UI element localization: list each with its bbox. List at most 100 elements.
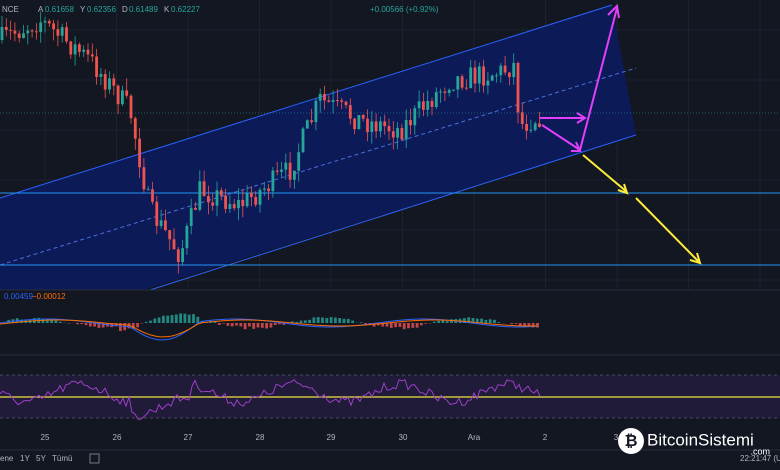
macd-bar — [179, 313, 182, 323]
channel-mid — [0, 67, 637, 266]
macd-bar — [471, 317, 475, 323]
candle — [146, 189, 150, 191]
macd-bar — [527, 323, 531, 327]
candle — [22, 33, 25, 39]
candle — [508, 72, 511, 78]
macd-bar — [50, 319, 53, 323]
candle — [413, 108, 417, 126]
macd-bar — [45, 319, 49, 323]
candle — [520, 112, 524, 124]
macd-bar — [153, 318, 157, 323]
candle — [443, 91, 447, 93]
macd-bar — [510, 323, 514, 325]
macd-value: −0.00012 — [32, 292, 66, 301]
macd-value: 0.00459 — [4, 292, 33, 301]
macd-bar — [308, 319, 311, 323]
candle — [125, 90, 129, 96]
macd-bar — [303, 320, 307, 323]
arrow-head — [689, 252, 702, 265]
macd-bar — [493, 319, 496, 323]
macd-bar — [432, 321, 436, 323]
macd-bar — [170, 314, 174, 323]
candle — [95, 56, 98, 77]
macd-bar — [239, 323, 243, 327]
macd-bar — [437, 320, 440, 323]
macd-bar — [312, 317, 316, 323]
macd-bar — [273, 323, 277, 326]
macd-bar — [407, 323, 410, 329]
candle — [391, 131, 395, 138]
macd-bar — [536, 323, 539, 328]
macd-bar — [157, 317, 161, 323]
ohlc-value: 0.62356 — [87, 5, 116, 14]
candle — [224, 195, 227, 209]
candle — [469, 67, 473, 89]
candle — [533, 123, 537, 130]
macd-bar — [162, 315, 165, 323]
logo-glyph: ₿ — [624, 432, 637, 450]
candle — [69, 41, 73, 55]
macd-bar — [265, 323, 268, 329]
candle — [86, 49, 90, 55]
candle — [185, 225, 189, 249]
candle — [361, 114, 365, 119]
range-button[interactable]: 1Y — [20, 454, 30, 463]
macd-bar — [329, 317, 333, 323]
x-tick-label: 28 — [256, 433, 265, 442]
macd-bar — [291, 321, 294, 323]
macd-bar — [235, 323, 238, 326]
candle — [202, 181, 206, 197]
macd-bar — [243, 323, 247, 330]
candle — [78, 44, 81, 52]
macd-bar — [76, 323, 79, 325]
candle — [456, 76, 460, 90]
macd-bar — [226, 323, 230, 326]
candle — [477, 66, 481, 84]
macd-bar — [260, 323, 264, 328]
macd-bar — [411, 323, 415, 328]
macd-bar — [54, 320, 58, 323]
macd-bar — [467, 317, 471, 323]
candle — [52, 23, 55, 30]
macd-bar — [364, 323, 367, 325]
candle — [297, 152, 301, 171]
candle — [151, 189, 154, 202]
macd-bar — [338, 318, 342, 323]
arrow — [582, 154, 628, 193]
candle — [499, 65, 503, 76]
candle — [189, 207, 193, 226]
macd-bar — [299, 320, 303, 323]
x-tick-label: 2 — [543, 433, 548, 442]
candle — [121, 90, 124, 105]
macd-bar — [230, 323, 234, 327]
range-button[interactable]: 5Y — [36, 454, 46, 463]
candle — [168, 230, 172, 240]
candle — [228, 204, 232, 209]
change: +0.00566 (+0.92%) — [370, 5, 439, 14]
candle — [258, 189, 262, 205]
macd-bar — [217, 323, 221, 325]
candle — [465, 87, 468, 89]
range-button[interactable]: Tümü — [52, 454, 72, 463]
candle — [370, 121, 374, 133]
macd-bar — [342, 318, 346, 323]
candle — [60, 27, 64, 36]
candles — [0, 11, 541, 274]
macd-bar — [256, 323, 260, 328]
signal-line — [0, 319, 538, 338]
macd-pane — [0, 313, 539, 341]
candle — [486, 80, 490, 86]
range-button[interactable]: ene — [0, 454, 14, 463]
macd-bar — [531, 323, 535, 328]
candle — [366, 118, 369, 133]
candle — [211, 202, 215, 206]
candle — [490, 75, 494, 81]
candle — [262, 188, 266, 190]
rsi-pane — [0, 379, 541, 420]
candle — [280, 169, 283, 172]
candle — [288, 162, 292, 180]
macd-bar — [523, 323, 526, 328]
candle — [404, 120, 408, 140]
arrow-head — [576, 112, 587, 124]
macd-bar — [101, 323, 105, 328]
